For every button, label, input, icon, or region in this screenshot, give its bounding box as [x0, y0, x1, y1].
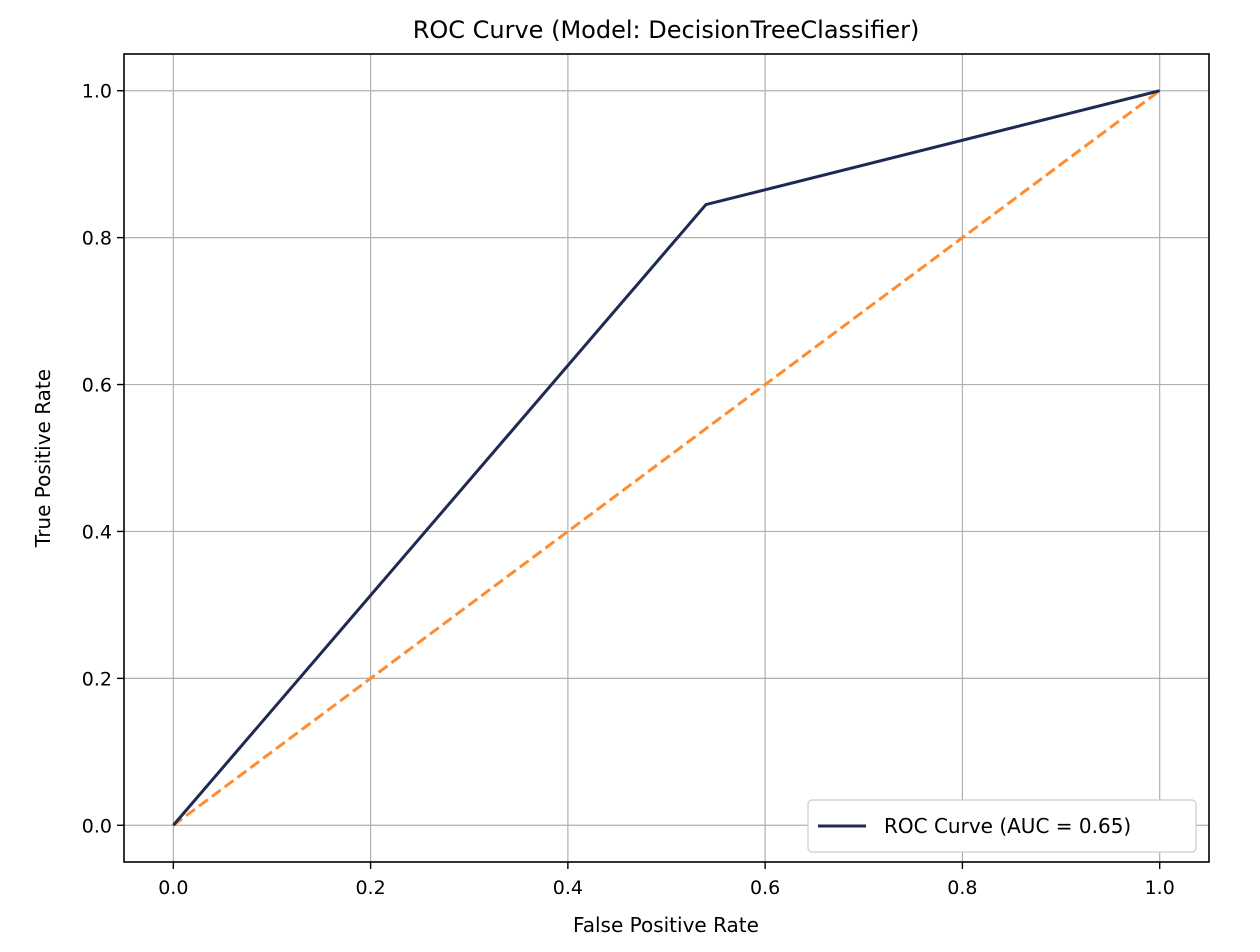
grid-layer — [124, 54, 1209, 862]
series-layer — [172, 89, 1161, 827]
y-tick-label: 1.0 — [82, 81, 112, 103]
roc-curve-line — [172, 89, 1161, 827]
legend-label: ROC Curve (AUC = 0.65) — [884, 814, 1131, 838]
y-axis-label: True Positive Rate — [31, 369, 55, 548]
chart-title: ROC Curve (Model: DecisionTreeClassifier… — [413, 16, 920, 44]
x-tick-label: 0.6 — [750, 877, 780, 899]
x-tick-label: 1.0 — [1145, 877, 1175, 899]
x-tick-label: 0.8 — [947, 877, 977, 899]
x-tick-label: 0.0 — [158, 877, 188, 899]
y-tick-label: 0.0 — [82, 815, 112, 837]
y-tick-label: 0.6 — [82, 375, 112, 397]
plot-frame — [123, 53, 1210, 863]
tick-layer: 0.0 0.2 0.4 0.6 0.8 1.0 0.0 0.2 0.4 0.6 0.8 1.0 — [82, 81, 1175, 899]
y-tick-label: 0.4 — [82, 521, 112, 543]
chance-diagonal-line — [172, 89, 1161, 827]
x-tick-label: 0.4 — [553, 877, 583, 899]
legend: ROC Curve (AUC = 0.65) — [807, 799, 1197, 853]
y-tick-label: 0.8 — [82, 228, 112, 250]
legend-box — [807, 799, 1197, 853]
y-tick-label: 0.2 — [82, 668, 112, 690]
x-axis-label: False Positive Rate — [573, 913, 759, 937]
x-tick-label: 0.2 — [355, 877, 385, 899]
